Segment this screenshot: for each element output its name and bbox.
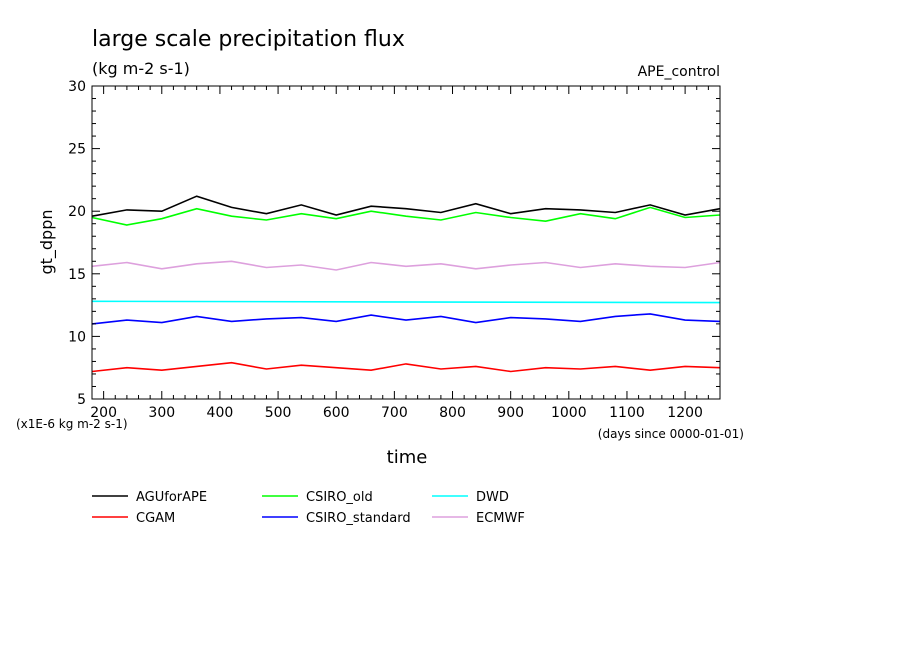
legend: AGUforAPE CGAM CSIRO_old CSIRO_standard DWD E… (92, 490, 525, 526)
x-tick-label: 900 (497, 405, 524, 421)
x-tick-label: 800 (439, 405, 466, 421)
y-axis-label: gt_dppn (37, 209, 57, 274)
y-tick-label: 5 (77, 392, 86, 408)
plot-frame (91, 85, 721, 400)
y-tick-label: 15 (68, 267, 86, 283)
legend-label-aguforape: AGUforAPE (136, 490, 207, 505)
x-tick-label: 500 (265, 405, 292, 421)
legend-label-csiro-old: CSIRO_old (306, 490, 373, 505)
legend-label-ecmwf: ECMWF (476, 511, 525, 526)
series-line-aguforape (91, 195, 721, 217)
x-tick-label: 300 (148, 405, 175, 421)
y-tick-label: 25 (68, 142, 86, 158)
run-label: APE_control (638, 64, 720, 80)
x-tick-label: 600 (323, 405, 350, 421)
chart-subtitle: (kg m-2 s-1) (92, 59, 190, 78)
y-tick-label: 30 (68, 79, 86, 95)
x-tick-label: 700 (381, 405, 408, 421)
x-tick-label: 1000 (551, 405, 587, 421)
series-line-csiro-standard (91, 313, 721, 325)
y-tick-label: 20 (68, 204, 86, 220)
series-line-dwd (91, 300, 721, 304)
legend-label-csiro-standard: CSIRO_standard (306, 511, 411, 526)
legend-label-cgam: CGAM (136, 511, 175, 526)
series-line-csiro-old (91, 206, 721, 226)
y-axis-units: (x1E-6 kg m-2 s-1) (16, 417, 128, 431)
x-axis-units: (days since 0000-01-01) (598, 427, 744, 441)
chart-title: large scale precipitation flux (92, 27, 405, 52)
x-tick-label: 1100 (609, 405, 645, 421)
series-line-cgam (91, 361, 721, 373)
x-tick-label: 200 (90, 405, 117, 421)
axis-ticks: 200 300 400 500 600 700 800 900 1000 1100 1200 5 10 1… (68, 79, 721, 421)
x-tick-label: 400 (207, 405, 234, 421)
series-line-ecmwf (91, 260, 721, 271)
y-tick-label: 10 (68, 329, 86, 345)
x-axis-label: time (387, 447, 428, 468)
x-tick-label: 1200 (667, 405, 703, 421)
legend-label-dwd: DWD (476, 490, 509, 505)
series-layer (91, 195, 721, 373)
